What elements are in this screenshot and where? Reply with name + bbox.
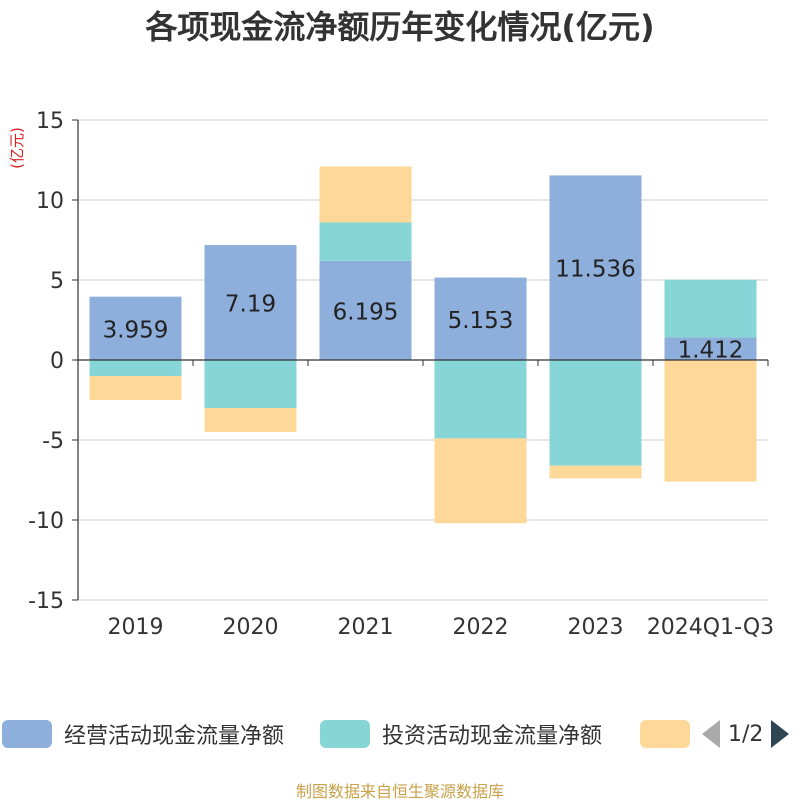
bar-series2-2022[interactable] — [434, 438, 527, 524]
chart-title: 各项现金流净额历年变化情况(亿元) — [145, 8, 655, 46]
bar-series2-2023[interactable] — [549, 465, 642, 479]
bar-value-label: 11.536 — [555, 257, 635, 283]
legend-item-investing[interactable]: 投资活动现金流量净额 — [320, 714, 602, 754]
bar-series1-2020[interactable] — [204, 360, 297, 408]
legend-swatch-investing — [320, 720, 370, 748]
bar-series0-2024Q1-Q3[interactable] — [664, 337, 757, 360]
bar-series0-2021[interactable] — [319, 260, 412, 360]
bar-series2-2019[interactable] — [89, 376, 182, 400]
bar-series2-2020[interactable] — [204, 408, 297, 432]
bar-series1-2023[interactable] — [549, 360, 642, 466]
bar-value-label: 7.19 — [225, 291, 276, 317]
x-tick-label: 2019 — [108, 615, 164, 640]
bar-series0-2022[interactable] — [434, 277, 527, 360]
bar-series1-2022[interactable] — [434, 360, 527, 439]
bar-series2-2024Q1-Q3[interactable] — [664, 360, 757, 482]
legend-label-investing: 投资活动现金流量净额 — [382, 724, 603, 749]
y-axis-unit-label: (亿元) — [8, 127, 26, 169]
bar-series0-2023[interactable] — [549, 175, 642, 360]
y-tick-label: -5 — [42, 429, 64, 454]
y-tick-label: 0 — [50, 349, 64, 374]
y-tick-label: 15 — [36, 109, 64, 134]
x-tick-label: 2024Q1-Q3 — [647, 615, 774, 640]
bar-value-label: 5.153 — [448, 308, 514, 334]
bar-series1-2021[interactable] — [319, 222, 412, 261]
x-tick-label: 2020 — [223, 615, 279, 640]
bar-series0-2019[interactable] — [89, 296, 182, 360]
legend-item-operating[interactable]: 经营活动现金流量净额 — [2, 714, 284, 754]
chart-area: 15 10 5 0 -5 -10 -15 2019 2020 2021 2022 2023 2024Q1… — [8, 109, 774, 640]
x-tick-label: 2021 — [338, 615, 394, 640]
bar-series1-2019[interactable] — [89, 360, 182, 376]
bar-value-label: 3.959 — [103, 317, 169, 343]
legend-swatch-financing — [640, 720, 690, 748]
legend-swatch-operating — [2, 720, 52, 748]
y-tick-label: 10 — [36, 189, 64, 214]
bar-value-label: 1.412 — [678, 338, 744, 364]
source-note: 制图数据来自恒生聚源数据库 — [295, 782, 504, 801]
legend-pager: 1/2 — [700, 714, 800, 754]
triangle-left-icon[interactable] — [702, 720, 720, 748]
legend-item-financing[interactable] — [640, 714, 690, 754]
x-tick-label: 2022 — [453, 615, 509, 640]
y-tick-label: 5 — [50, 269, 64, 294]
legend-page-indicator: 1/2 — [728, 721, 764, 747]
x-tick-label: 2023 — [568, 615, 624, 640]
y-tick-label: -15 — [28, 589, 64, 614]
bar-series0-2020[interactable] — [204, 244, 297, 360]
triangle-right-icon[interactable] — [771, 720, 790, 748]
bar-series2-2021[interactable] — [319, 166, 412, 223]
bar-series1-2024Q1-Q3[interactable] — [664, 279, 757, 338]
legend-label-operating: 经营活动现金流量净额 — [64, 724, 285, 749]
y-tick-label: -10 — [28, 509, 64, 534]
bar-value-label: 6.195 — [333, 299, 399, 325]
